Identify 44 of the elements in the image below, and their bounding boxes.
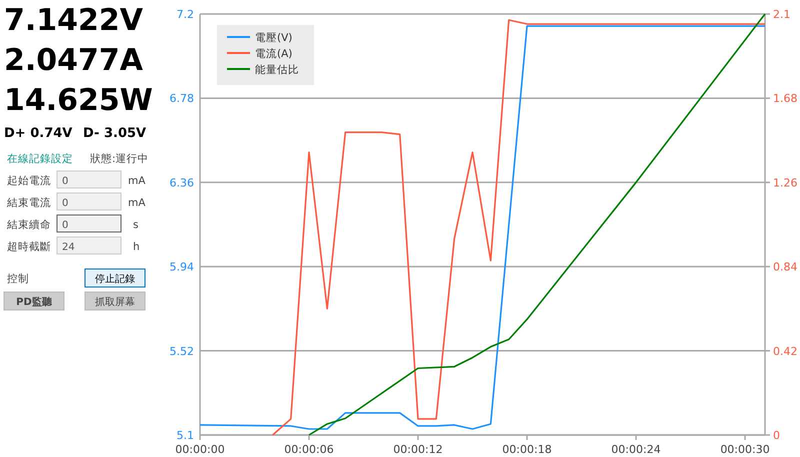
legend-label: 電壓(V) — [255, 32, 292, 44]
text: 14.625W — [4, 83, 153, 118]
text: 控制 — [7, 272, 29, 285]
x-tick-label: 00:00:00 — [175, 443, 225, 456]
x-tick-label: 00:00:30 — [720, 443, 770, 456]
text: 停止記錄 — [95, 273, 135, 285]
text: 起始電流 — [7, 174, 51, 187]
x-tick-label: 00:00:12 — [393, 443, 443, 456]
y-tick-label: 7.2 — [176, 8, 194, 21]
text: 超時截斷 — [7, 240, 51, 253]
legend-label: 電流(A) — [255, 47, 292, 60]
text: 0 — [62, 198, 68, 209]
text: 24 — [62, 242, 75, 253]
text: 抓取屏幕 — [95, 296, 135, 308]
x-tick-label: 00:00:18 — [502, 443, 552, 456]
y2-tick-label: 2.1 — [773, 8, 790, 21]
text: mA — [128, 175, 146, 187]
text: 結束續命 — [6, 218, 51, 231]
text: 在線記錄設定 — [7, 152, 73, 165]
text: D- 3.05V — [83, 126, 146, 141]
x-tick-label: 00:00:24 — [611, 443, 661, 456]
text: s — [133, 219, 138, 231]
text: PD監聽 — [16, 296, 53, 308]
text: h — [133, 241, 140, 253]
x-tick-label: 00:00:06 — [284, 443, 334, 456]
y2-tick-label: 1.26 — [773, 176, 798, 190]
legend-label: 能量估比 — [255, 63, 299, 76]
y-tick-label: 5.94 — [170, 260, 194, 274]
y-tick-label: 6.78 — [170, 92, 194, 106]
y-tick-label: 5.52 — [170, 344, 194, 358]
text: 2.0477A — [4, 43, 144, 78]
y2-tick-label: 1.68 — [773, 92, 798, 106]
y2-tick-label: 0.42 — [773, 344, 798, 358]
y2-tick-label: 0 — [773, 429, 780, 442]
text: mA — [128, 197, 146, 209]
y-tick-label: 5.1 — [176, 429, 194, 442]
text: 0 — [62, 176, 68, 187]
y2-tick-label: 0.84 — [773, 260, 798, 274]
text: 0 — [62, 220, 68, 231]
text: D+ 0.74V — [4, 126, 72, 141]
y-tick-label: 6.36 — [170, 176, 194, 190]
text: 狀態:運行中 — [90, 152, 149, 165]
text: 結束電流 — [6, 196, 51, 209]
text: 7.1422V — [4, 3, 144, 38]
